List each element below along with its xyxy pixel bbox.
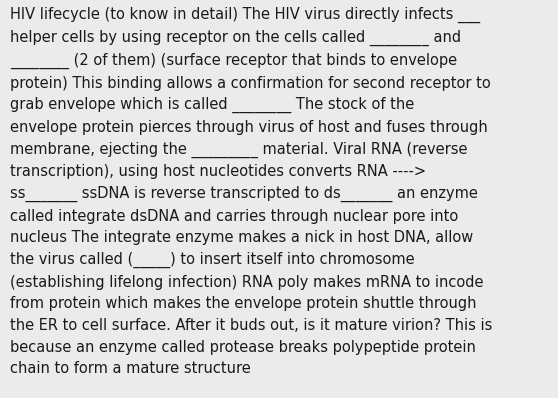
Text: HIV lifecycle (to know in detail) The HIV virus directly infects ___
helper cell: HIV lifecycle (to know in detail) The HI… [10, 7, 492, 376]
